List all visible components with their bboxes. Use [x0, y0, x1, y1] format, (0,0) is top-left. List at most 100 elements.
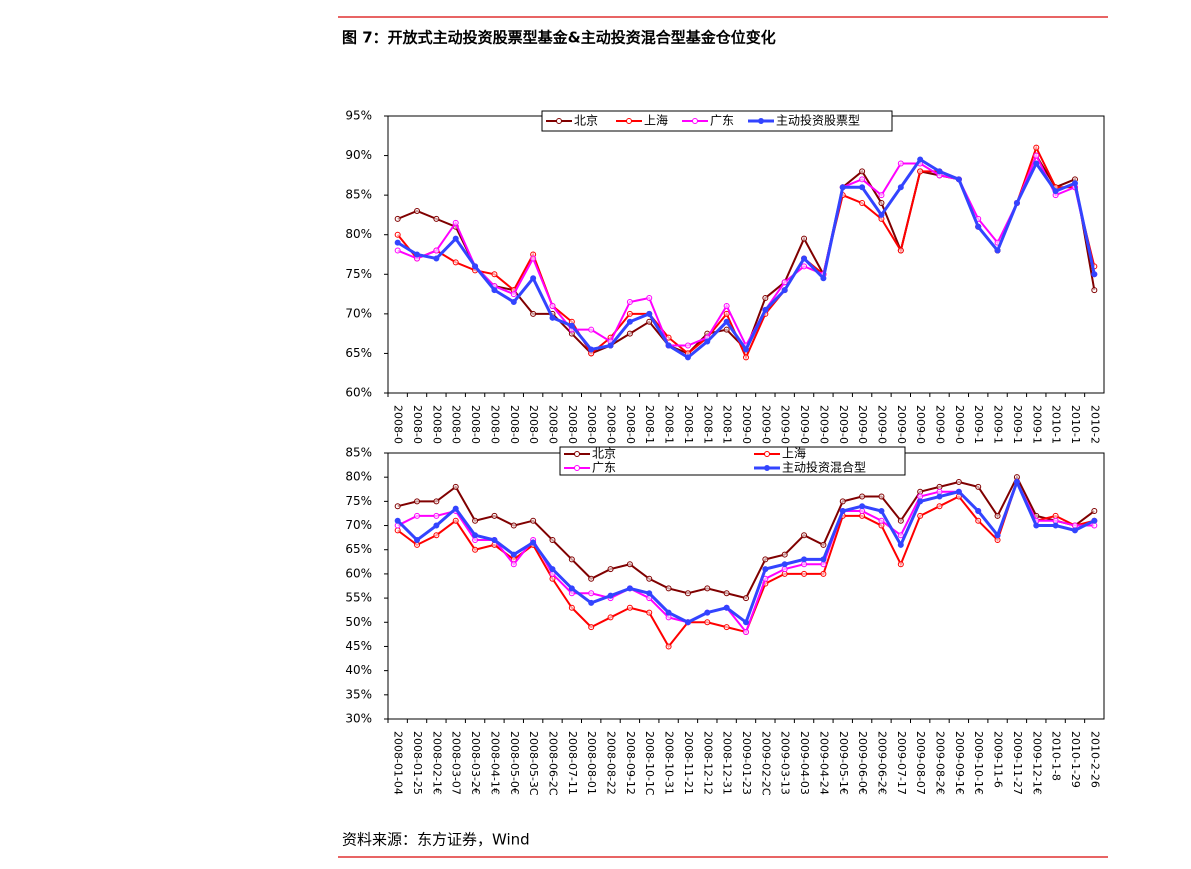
data-point: [607, 592, 614, 599]
data-point: [433, 247, 440, 254]
data-point: [975, 223, 982, 230]
data-point: [588, 575, 595, 582]
y-tick-label: 60%: [345, 386, 372, 400]
y-tick-label: 50%: [345, 615, 372, 629]
x-tick-label: 2008-07-11: [566, 731, 579, 795]
legend-marker: [764, 465, 770, 471]
data-point: [955, 176, 962, 183]
data-point: [491, 512, 498, 519]
y-tick-label: 60%: [345, 566, 372, 580]
x-tick-label: 2008-0: [469, 405, 482, 444]
data-point: [936, 483, 943, 490]
data-point: [588, 346, 595, 353]
x-tick-label: 2008-05-0€: [508, 731, 521, 795]
data-point: [839, 184, 846, 191]
data-point: [433, 522, 440, 529]
x-tick-label: 2008-10-31: [663, 731, 676, 795]
x-tick-label: 2010-1-29: [1069, 731, 1082, 788]
data-point: [878, 200, 885, 207]
data-point: [704, 338, 711, 345]
x-tick-label: 2009-0: [837, 405, 850, 444]
x-tick-label: 2008-05-3C: [527, 731, 540, 796]
data-point: [626, 604, 633, 611]
data-point: [704, 585, 711, 592]
data-point: [452, 483, 459, 490]
data-point: [781, 570, 788, 577]
data-point: [801, 532, 808, 539]
data-point: [394, 239, 401, 246]
data-point: [762, 295, 769, 302]
data-point: [878, 508, 885, 515]
x-tick-label: 2008-0: [566, 405, 579, 444]
data-point: [994, 532, 1001, 539]
data-point: [684, 590, 691, 597]
x-tick-label: 2009-11-27: [1011, 731, 1024, 795]
x-tick-label: 2009-06-2€: [875, 731, 888, 795]
data-point: [607, 342, 614, 349]
data-point: [878, 192, 885, 199]
x-tick-label: 2008-0: [392, 405, 405, 444]
x-tick-label: 2009-08-07: [914, 731, 927, 795]
data-point: [626, 298, 633, 305]
data-point: [859, 512, 866, 519]
data-point: [452, 517, 459, 524]
data-point: [743, 619, 749, 626]
data-point: [684, 619, 691, 626]
data-point: [723, 318, 730, 325]
data-point: [820, 561, 827, 568]
data-point: [936, 168, 943, 175]
data-point: [452, 259, 459, 266]
data-point: [472, 546, 479, 553]
data-point: [1033, 160, 1040, 167]
legend-label: 主动投资混合型: [782, 460, 866, 475]
data-point: [394, 527, 401, 534]
data-point: [704, 619, 711, 626]
data-point: [491, 537, 498, 544]
x-tick-label: 2008-01-25: [411, 731, 424, 795]
y-tick-label: 75%: [345, 494, 372, 508]
data-point: [878, 517, 885, 524]
data-point: [646, 310, 653, 317]
data-point: [917, 512, 924, 519]
plot-area: [387, 452, 1105, 720]
data-point: [781, 279, 788, 286]
data-point: [665, 585, 672, 592]
data-point: [801, 263, 808, 270]
data-point: [472, 517, 479, 524]
data-point: [723, 302, 730, 309]
x-tick-label: 2009-06-0€: [856, 731, 869, 795]
data-point: [859, 184, 866, 191]
data-point: [820, 556, 827, 563]
data-point: [936, 488, 943, 495]
legend-label: 广东: [710, 114, 734, 128]
x-tick-label: 2009-03-13: [779, 731, 792, 795]
data-point: [975, 508, 982, 515]
data-point: [414, 512, 421, 519]
data-point: [955, 488, 962, 495]
data-point: [530, 517, 537, 524]
data-point: [781, 287, 788, 294]
data-point: [801, 561, 808, 568]
x-tick-label: 2008-1: [701, 405, 714, 444]
legend-marker: [764, 451, 770, 457]
data-point: [762, 306, 769, 313]
data-point: [1091, 522, 1098, 529]
y-tick-label: 70%: [345, 306, 372, 320]
data-point: [568, 585, 575, 592]
data-point: [452, 219, 459, 226]
data-point: [1071, 180, 1078, 187]
data-point: [781, 566, 788, 573]
x-tick-label: 2009-1: [1030, 405, 1043, 444]
x-tick-label: 2009-10-1€: [972, 731, 985, 795]
data-point: [994, 247, 1001, 254]
data-point: [1052, 522, 1059, 529]
data-point: [1091, 508, 1098, 515]
x-tick-label: 2009-01-23: [740, 731, 753, 795]
data-point: [743, 346, 749, 353]
data-point: [1033, 144, 1040, 151]
data-point: [723, 326, 730, 333]
x-tick-label: 2009-0: [817, 405, 830, 444]
data-point: [588, 590, 595, 597]
data-point: [588, 326, 595, 333]
data-point: [530, 255, 537, 262]
